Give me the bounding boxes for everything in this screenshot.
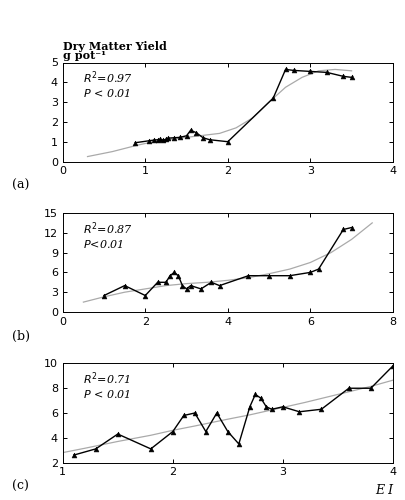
Text: $R^2$=0.97: $R^2$=0.97: [83, 70, 132, 86]
Text: $P$<0.01: $P$<0.01: [83, 238, 123, 250]
Text: E I: E I: [375, 484, 393, 498]
Text: g pot⁻¹: g pot⁻¹: [63, 50, 106, 61]
Text: (a): (a): [12, 180, 29, 192]
Text: Dry Matter Yield: Dry Matter Yield: [63, 42, 166, 52]
Text: (b): (b): [12, 330, 30, 343]
Text: $R^2$=0.87: $R^2$=0.87: [83, 220, 132, 236]
Text: $R^2$=0.71: $R^2$=0.71: [83, 370, 130, 387]
Text: $P$ < 0.01: $P$ < 0.01: [83, 388, 130, 400]
Text: (c): (c): [12, 480, 28, 494]
Text: $P$ < 0.01: $P$ < 0.01: [83, 88, 130, 100]
